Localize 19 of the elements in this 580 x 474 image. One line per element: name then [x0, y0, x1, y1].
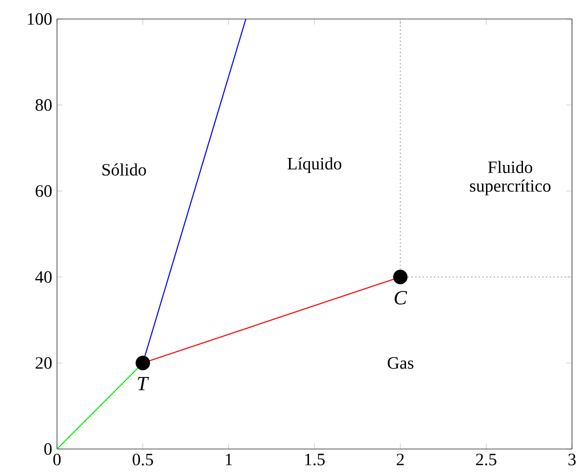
y-tick-label: 100	[28, 13, 52, 25]
y-tick-label: 80	[36, 99, 52, 111]
x-tick-label: 0.5	[132, 454, 153, 466]
y-tick-label: 40	[35, 271, 52, 283]
x-tick-label: 2.5	[476, 454, 496, 466]
y-tick-label: 0	[44, 443, 52, 455]
x-tick-label: 2	[396, 454, 404, 466]
y-tick-label: 20	[36, 357, 52, 369]
x-tick-label: 0	[53, 454, 61, 466]
annotation: Sólido	[102, 163, 146, 176]
annotation: Líquido	[288, 157, 342, 174]
y-tick-label: 60	[36, 185, 52, 197]
annotation: Fluido supercrítico	[470, 160, 550, 196]
annotation: C	[394, 291, 408, 304]
x-tick-label: 1.5	[305, 454, 325, 466]
annotation: T	[138, 377, 149, 390]
x-tick-label: 3	[568, 454, 576, 466]
annotation: Gas	[388, 357, 414, 369]
x-tick-label: 1	[226, 454, 232, 466]
